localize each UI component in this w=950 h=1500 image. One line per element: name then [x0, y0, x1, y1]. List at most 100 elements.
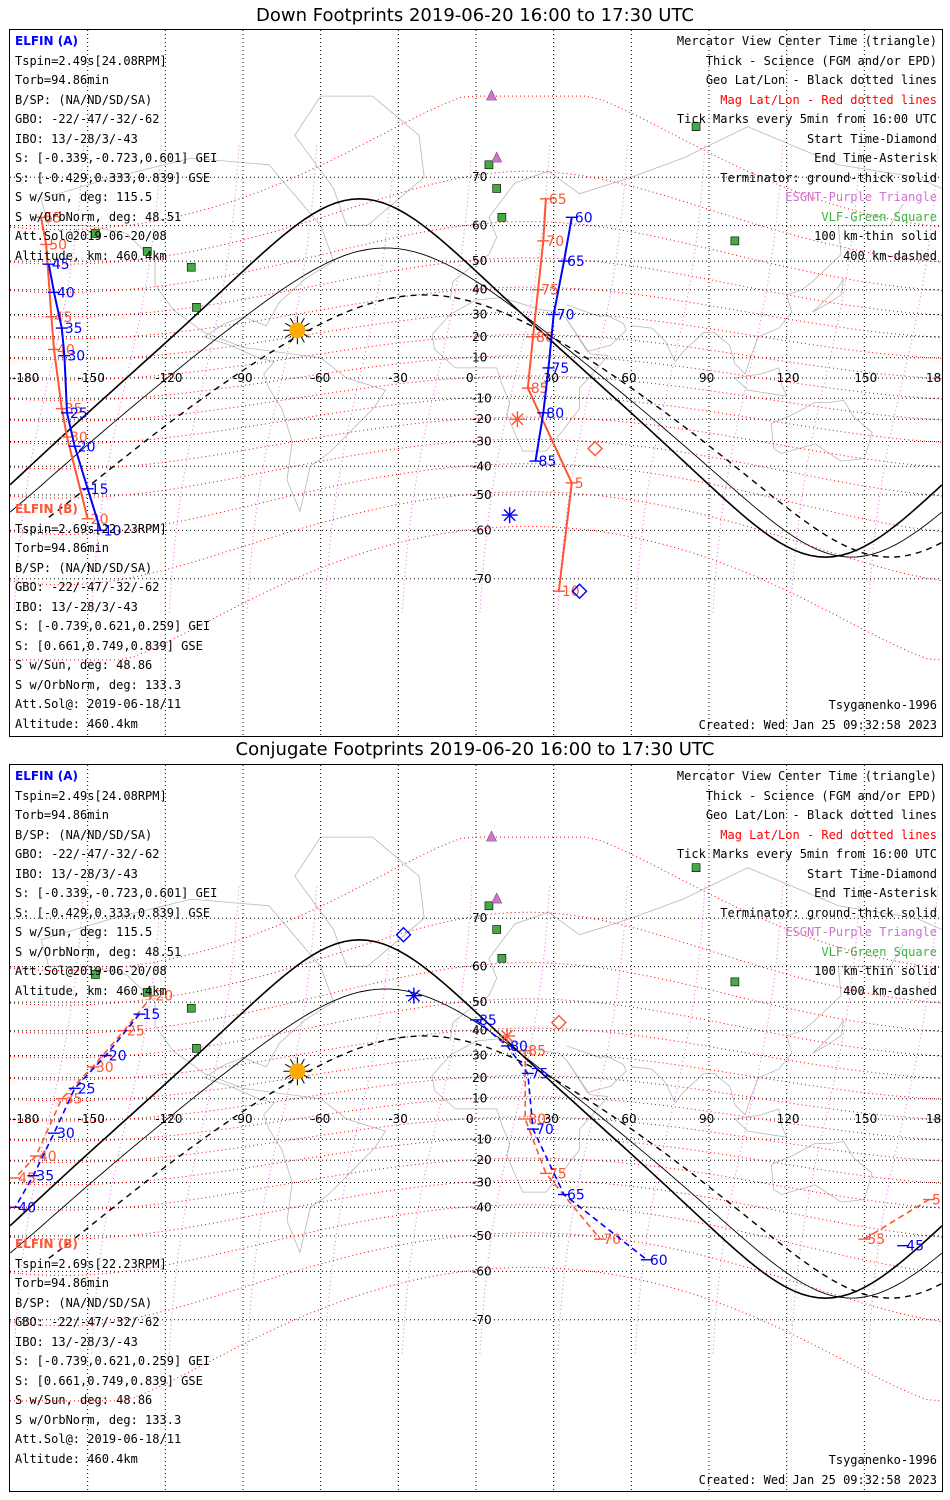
legend-item: Terminator: ground-thick solid: [720, 905, 937, 920]
elfin-a-info-line: S w/OrbNorm, deg: 48.51: [15, 944, 182, 959]
vlf-station-square: [186, 262, 196, 272]
vlf-station-square: [192, 303, 201, 312]
end-asterisk: [503, 508, 516, 522]
elfin-a-info-line: GBO: -22/-47/-32/-62: [15, 847, 160, 861]
latitude-label: 40: [472, 1024, 487, 1038]
elfin-a-info-line: Torb=94.86min: [15, 73, 109, 87]
vlf-station-square: [192, 1044, 201, 1053]
landmass-outline: [431, 297, 609, 452]
longitude-label: 60: [621, 1112, 636, 1126]
longitude-label: 150: [854, 371, 877, 385]
vlf-station-square: [492, 184, 502, 193]
landmass-outline: [770, 399, 873, 462]
longitude-label: 30: [544, 1112, 559, 1126]
longitude-label: 90: [699, 1112, 714, 1126]
elfin-b-info: ELFIN (B) Tspin=2.69s[22.23RPM] Torb=94.86…: [15, 500, 210, 734]
panel-title-down: Down Footprints 2019-06-20 16:00 to 17:3…: [256, 5, 694, 26]
legend-item: Tick Marks every 5min from 16:00 UTC: [676, 112, 937, 126]
elfin-b-info-line: S w/Sun, deg: 48.86: [15, 1393, 153, 1407]
elfin-a-info-line: IBO: 13/-28/3/-43: [15, 866, 138, 881]
elfin-b-tick-label: 35: [65, 1092, 83, 1108]
longitude-label: -60: [311, 371, 331, 385]
elfin-b-info-line: S w/OrbNorm, deg: 133.3: [15, 1412, 182, 1427]
mag-longitude-line: [867, 884, 939, 1354]
vlf-station-square: [142, 247, 152, 256]
mag-longitude-line: [401, 143, 473, 613]
stations: [91, 830, 740, 1053]
mag-latitude-line: [10, 463, 942, 535]
elfin-a-info-header: ELFIN (A): [15, 34, 78, 48]
latitude-label: 60: [472, 960, 487, 974]
landmass-outline: [631, 944, 904, 1116]
mag-latitude-line: [10, 355, 942, 401]
vlf-station-square: [492, 925, 502, 934]
elfin-b-tick-label: 45: [18, 1171, 36, 1187]
landmass-outline: [449, 126, 942, 301]
stations: [91, 89, 740, 312]
elfin-b-info-line: IBO: 13/-28/3/-43: [15, 1334, 138, 1349]
elfin-b-tick-label: 35: [65, 402, 83, 418]
elfin-b-tick-label: 55: [867, 1232, 885, 1248]
longitude-label: 180: [926, 371, 942, 385]
elfin-b-info: ELFIN (B) Tspin=2.69s[22.23RPM] Torb=94.86…: [15, 1235, 210, 1469]
elfin-b-tick-label: 65: [549, 192, 567, 208]
elfin-b-info-line: S: [0.661,0.749,0.839] GSE: [15, 638, 203, 653]
latitude-label: -10: [472, 1132, 492, 1146]
elfin-a-tick-label: 25: [70, 406, 88, 422]
longitude-label: -30: [388, 1112, 408, 1126]
terminators: [10, 938, 942, 1300]
elfin-b-info-line: Att.Sol@: 2019-06-18/11: [15, 1432, 182, 1446]
terminator-ground: [10, 197, 942, 559]
elfin-b-info-line: S w/Sun, deg: 48.86: [15, 658, 153, 672]
legend-item: Geo Lat/Lon - Black dotted lines: [705, 73, 937, 87]
elfin-a-tick-label: 75: [531, 1066, 549, 1082]
terminator-100km: [10, 988, 942, 1299]
legend-item: Terminator: ground-thick solid: [720, 170, 937, 185]
mag-longitude-line: [867, 143, 939, 613]
esgnt-station-triangle: [491, 151, 503, 163]
elfin-b-tick-label: 70: [603, 1232, 621, 1248]
elfin-b-info-line: Altitude: 460.4km: [15, 716, 138, 731]
mag-latitude-line: [10, 221, 942, 293]
mag-longitude-line: [168, 884, 240, 1354]
elfin-b-track: 858075705550202530354045: [10, 989, 942, 1248]
elfin-b-info-line: Tspin=2.69s[22.23RPM]: [15, 521, 167, 536]
mag-latitude-line: [10, 395, 942, 445]
landmass-outline: [631, 203, 904, 375]
mag-meridians: [13, 884, 939, 1354]
longitude-label: 150: [854, 1112, 877, 1126]
model-label: Tsyganenko-1996: [828, 1453, 937, 1467]
mag-longitude-line: [13, 143, 85, 613]
latitude-label: -10: [472, 391, 492, 405]
legend-item: Start Time-Diamond: [806, 866, 937, 881]
elfin-b-info-line: GBO: -22/-47/-32/-62: [15, 1315, 160, 1329]
latitude-label: -50: [472, 488, 492, 502]
mag-latitude-line: [10, 836, 942, 972]
esgnt-station-triangle: [491, 892, 503, 904]
elfin-a-tick-label: 10: [104, 523, 122, 539]
elfin-b-tick-label: 75: [541, 283, 559, 299]
legend-item: Mercator View Center Time (triangle): [676, 34, 937, 48]
landmass-outline: [40, 157, 387, 513]
elfin-a-tick-label: 40: [57, 285, 75, 301]
legend-item: Start Time-Diamond: [806, 131, 937, 146]
elfin-a-tick-label: 65: [567, 254, 585, 270]
down-footprints-map: -180-150-120-90-60-300306090120150180706…: [9, 29, 943, 737]
mag-longitude-line: [557, 143, 628, 613]
markers: [501, 411, 604, 600]
legend-item: VLF-Green Square: [821, 944, 937, 959]
latitude-label: 60: [472, 219, 487, 233]
elfin-a-info-line: Tspin=2.49s[24.08RPM]: [15, 788, 167, 803]
landmass-outline: [449, 867, 942, 1042]
mag-latitude-line: [10, 998, 942, 1059]
legend-item: End Time-Asterisk: [814, 151, 937, 165]
elfin-a-tick-label: 85: [539, 454, 557, 470]
terminator-ground: [10, 938, 942, 1300]
elfin-a-tick-label: 70: [536, 1122, 554, 1138]
latitude-label: -70: [472, 572, 492, 586]
mag-meridians: [13, 143, 939, 613]
longitude-label: 180: [926, 1112, 942, 1126]
longitude-label: -180: [12, 1112, 39, 1126]
vlf-station-square: [730, 977, 740, 987]
start-diamond: [395, 926, 412, 943]
